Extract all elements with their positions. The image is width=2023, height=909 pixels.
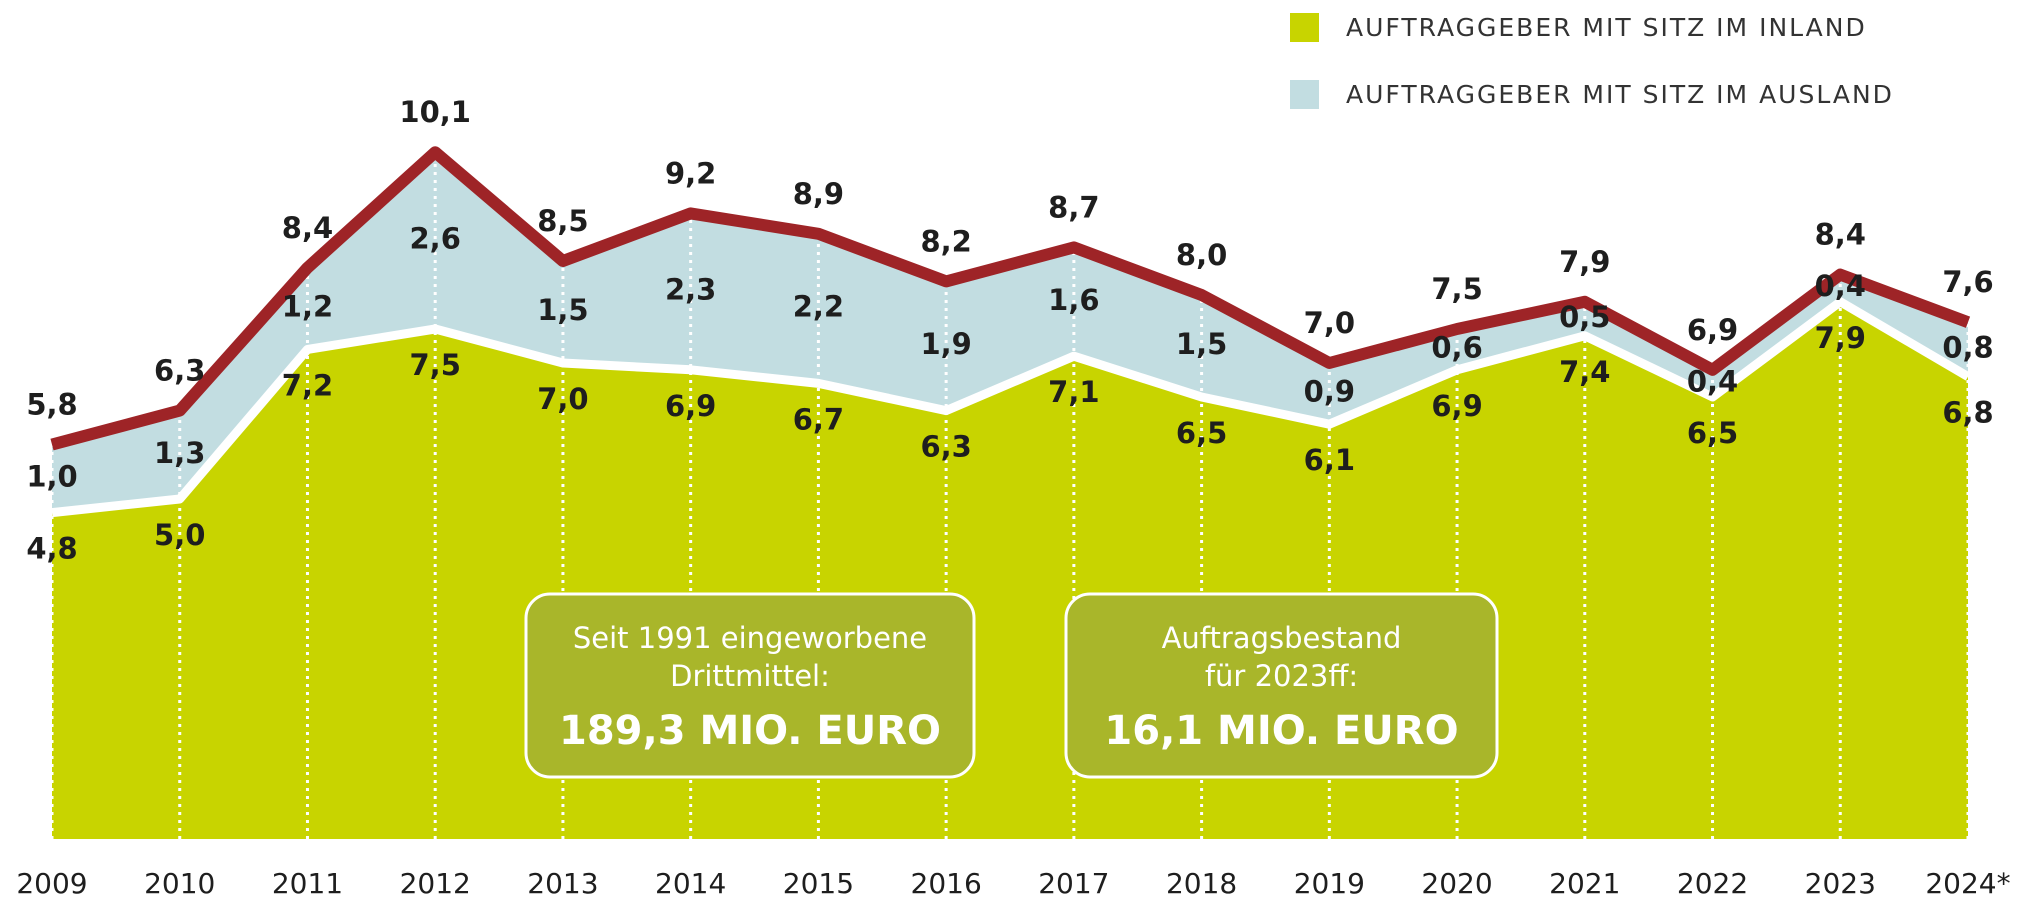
annotation-text: Drittmittel: <box>670 659 830 693</box>
data-label: 1,5 <box>537 293 588 327</box>
x-tick-label: 2023 <box>1805 867 1876 900</box>
data-label: 7,2 <box>282 368 333 402</box>
legend-swatch <box>1290 13 1319 42</box>
data-label: 7,1 <box>1048 375 1099 409</box>
data-label: 7,0 <box>537 382 588 416</box>
data-label: 0,4 <box>1687 364 1738 398</box>
data-label: 10,1 <box>399 95 471 129</box>
data-label: 6,9 <box>1431 389 1482 423</box>
data-label: 5,8 <box>26 388 77 422</box>
data-label: 1,3 <box>154 436 205 470</box>
data-label: 9,2 <box>665 156 716 190</box>
data-label: 0,8 <box>1942 330 1993 364</box>
data-label: 1,0 <box>26 460 77 494</box>
data-label: 7,5 <box>410 348 461 382</box>
x-tick-label: 2024* <box>1925 867 2010 900</box>
annotation-box <box>1064 592 1499 779</box>
data-label: 0,5 <box>1559 300 1610 334</box>
data-label: 8,4 <box>282 211 333 245</box>
annotation-highlight: 16,1 MIO. EURO <box>1104 708 1458 754</box>
data-label: 6,8 <box>1942 396 1993 430</box>
data-label: 6,3 <box>154 354 205 388</box>
data-label: 8,2 <box>920 224 971 258</box>
x-tick-label: 2022 <box>1677 867 1748 900</box>
data-label: 6,3 <box>920 430 971 464</box>
annotation-highlight: 189,3 MIO. EURO <box>559 708 941 754</box>
data-label: 6,9 <box>665 389 716 423</box>
data-label: 8,5 <box>537 204 588 238</box>
data-label: 2,6 <box>410 222 461 256</box>
x-tick-label: 2010 <box>144 867 215 900</box>
x-tick-label: 2015 <box>783 867 854 900</box>
legend-label: AUFTRAGGEBER MIT SITZ IM AUSLAND <box>1346 80 1894 109</box>
data-label: 8,0 <box>1176 238 1227 272</box>
x-tick-label: 2018 <box>1166 867 1237 900</box>
data-label: 6,5 <box>1687 416 1738 450</box>
data-label: 4,8 <box>26 532 77 566</box>
annotation-text: für 2023ff: <box>1205 659 1358 693</box>
x-tick-label: 2020 <box>1421 867 1492 900</box>
series-line <box>51 297 1971 518</box>
data-label: 2,3 <box>665 273 716 307</box>
legend-swatch <box>1290 80 1319 109</box>
series-line <box>50 146 1971 451</box>
data-label: 1,9 <box>920 327 971 361</box>
data-label: 6,7 <box>793 402 844 436</box>
data-label: 6,1 <box>1304 443 1355 477</box>
data-label: 1,2 <box>282 290 333 324</box>
legend-label: AUFTRAGGEBER MIT SITZ IM INLAND <box>1346 13 1867 42</box>
annotation-text: Auftragsbestand <box>1162 621 1402 655</box>
x-tick-label: 2009 <box>16 867 87 900</box>
x-tick-label: 2017 <box>1038 867 1109 900</box>
x-tick-label: 2016 <box>911 867 982 900</box>
data-label: 8,7 <box>1048 190 1099 224</box>
x-tick-label: 2014 <box>655 867 726 900</box>
data-label: 0,4 <box>1815 269 1866 303</box>
data-label: 7,5 <box>1431 272 1482 306</box>
x-tick-label: 2013 <box>527 867 598 900</box>
data-label: 6,9 <box>1687 313 1738 347</box>
data-label: 2,2 <box>793 290 844 324</box>
data-label: 5,0 <box>154 518 205 552</box>
data-label: 0,6 <box>1431 330 1482 364</box>
data-label: 8,4 <box>1815 218 1866 252</box>
data-label: 1,5 <box>1176 327 1227 361</box>
data-label: 1,6 <box>1048 283 1099 317</box>
x-tick-label: 2019 <box>1294 867 1365 900</box>
data-label: 6,5 <box>1176 416 1227 450</box>
data-label: 7,9 <box>1815 321 1866 355</box>
annotation-box <box>524 592 976 779</box>
area <box>52 152 1968 513</box>
data-label: 8,9 <box>793 177 844 211</box>
annotation-text: Seit 1991 eingeworbene <box>573 621 927 655</box>
data-label: 7,6 <box>1942 265 1993 299</box>
x-tick-label: 2021 <box>1549 867 1620 900</box>
x-tick-label: 2011 <box>272 867 343 900</box>
data-label: 0,9 <box>1304 375 1355 409</box>
data-label: 7,0 <box>1304 306 1355 340</box>
data-label: 7,9 <box>1559 245 1610 279</box>
x-tick-label: 2012 <box>400 867 471 900</box>
data-label: 7,4 <box>1559 355 1610 389</box>
